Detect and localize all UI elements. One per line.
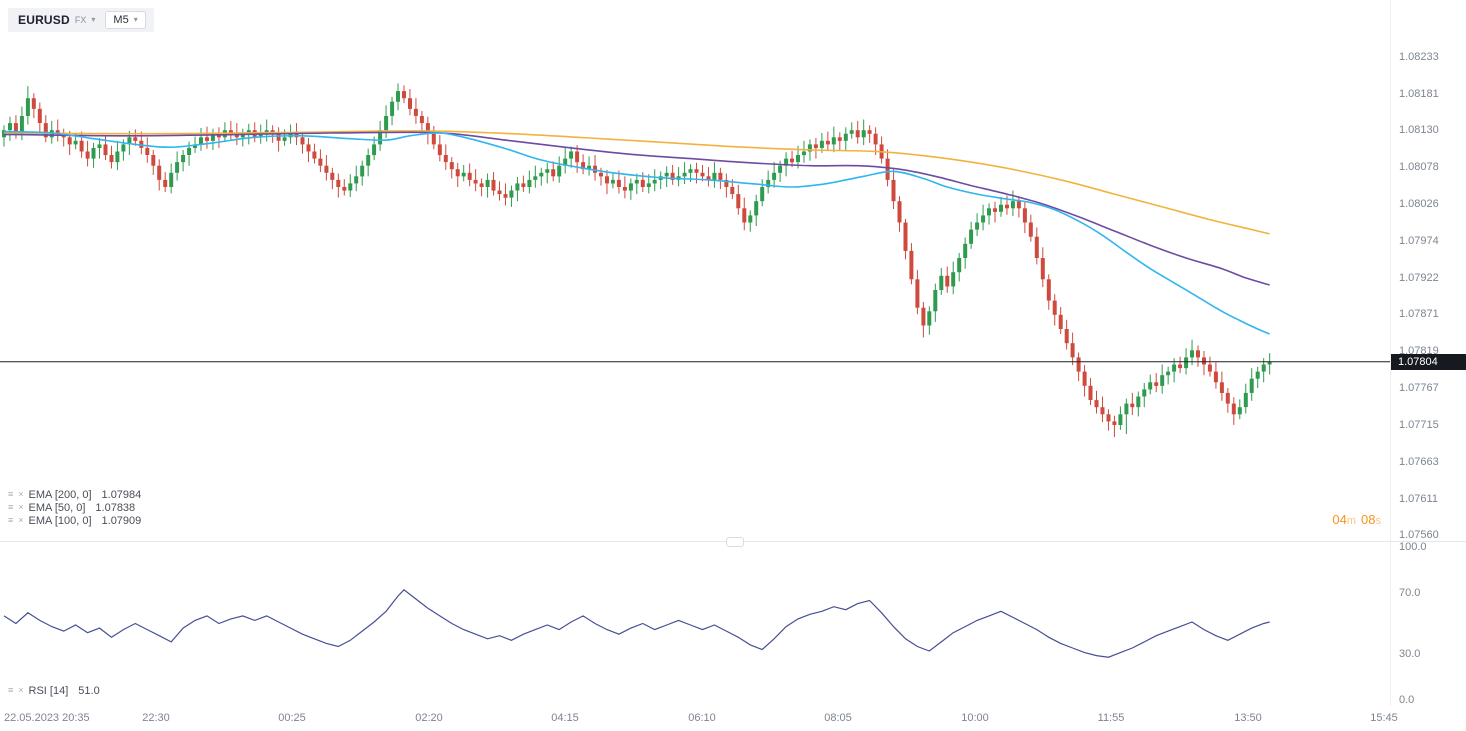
rsi-line [3, 588, 1270, 658]
price-tick-label: 1.07974 [1399, 235, 1439, 247]
time-tick-label: 02:20 [415, 712, 443, 724]
price-tick-label: 1.08078 [1399, 161, 1439, 173]
current-price-badge: 1.07804 [1391, 354, 1466, 370]
price-tick-label: 1.07922 [1399, 272, 1439, 284]
indicator-legend-row: ≡ × RSI [14] 51.0 [8, 684, 100, 697]
timeframe-label: M5 [113, 14, 129, 26]
indicator-legend-row: ≡ × EMA [200, 0] 1.07984 [8, 488, 141, 501]
time-tick-label: 10:00 [961, 712, 989, 724]
indicator-legend-row: ≡ × EMA [50, 0] 1.07838 [8, 501, 141, 514]
time-tick-label: 00:25 [278, 712, 306, 724]
time-tick-label: 13:50 [1234, 712, 1262, 724]
time-tick-label: 08:05 [824, 712, 852, 724]
symbol-label: EURUSD [18, 13, 70, 27]
time-tick-label: 22.05.2023 20:35 [4, 712, 90, 724]
indicator-remove-icon[interactable]: × [18, 515, 24, 525]
chevron-down-icon: ▾ [91, 15, 96, 24]
time-axis[interactable]: 22.05.2023 20:35 22:30 00:25 02:20 04:15 06:1… [0, 706, 1466, 731]
price-tick-label: 1.07871 [1399, 308, 1439, 320]
ema-50-line [3, 130, 1270, 335]
countdown-minutes: 04 [1332, 512, 1347, 527]
indicator-value: 1.07984 [101, 488, 142, 501]
indicator-label: EMA [100, 0] [28, 514, 92, 527]
price-tick-label: 1.07611 [1399, 493, 1438, 505]
rsi-tick-label: 0.0 [1399, 694, 1415, 706]
ema-200-line [3, 130, 1270, 235]
rsi-tick-label: 70.0 [1399, 587, 1421, 599]
candle-countdown: 04m 08s [1332, 512, 1386, 527]
time-tick-label: 11:55 [1097, 712, 1125, 724]
pane-resize-handle[interactable] [726, 537, 744, 547]
symbol-selector[interactable]: EURUSD FX ▾ [18, 13, 95, 27]
indicator-settings-icon[interactable]: ≡ [8, 489, 14, 499]
indicator-value: 1.07838 [95, 501, 136, 514]
countdown-seconds-unit: s [1375, 515, 1382, 527]
timeframe-selector[interactable]: M5 ▾ [105, 11, 146, 29]
price-tick-label: 1.08026 [1399, 198, 1439, 210]
candles-series [2, 83, 1272, 437]
market-label: FX [74, 15, 87, 25]
rsi-tick-label: 30.0 [1399, 648, 1421, 660]
time-tick-label: 15:45 [1370, 712, 1398, 724]
time-tick-label: 04:15 [551, 712, 579, 724]
price-tick-label: 1.07560 [1399, 529, 1439, 541]
indicator-settings-icon[interactable]: ≡ [8, 502, 14, 512]
chart-toolbar: EURUSD FX ▾ M5 ▾ [8, 8, 154, 32]
indicator-remove-icon[interactable]: × [18, 489, 24, 499]
ema-100-line [3, 131, 1270, 286]
time-tick-label: 22:30 [142, 712, 170, 724]
indicator-remove-icon[interactable]: × [18, 502, 24, 512]
price-tick-label: 1.07767 [1399, 382, 1439, 394]
price-tick-label: 1.08233 [1399, 51, 1439, 63]
rsi-legend: ≡ × RSI [14] 51.0 [8, 684, 100, 697]
indicator-label: EMA [50, 0] [28, 501, 86, 514]
indicator-settings-icon[interactable]: ≡ [8, 515, 14, 525]
indicator-value: 51.0 [78, 684, 100, 697]
indicator-legend-row: ≡ × EMA [100, 0] 1.07909 [8, 514, 141, 527]
price-tick-label: 1.08130 [1399, 124, 1439, 136]
countdown-seconds: 08 [1361, 512, 1376, 527]
indicator-remove-icon[interactable]: × [18, 685, 24, 695]
countdown-minutes-unit: m [1346, 515, 1357, 527]
indicator-label: RSI [14] [28, 684, 69, 697]
indicator-legends: ≡ × EMA [200, 0] 1.07984 ≡ × EMA [50, 0] 1.0783… [8, 488, 141, 527]
time-tick-label: 06:10 [688, 712, 716, 724]
chevron-down-icon: ▾ [133, 15, 138, 24]
indicator-label: EMA [200, 0] [28, 488, 92, 501]
indicator-value: 1.07909 [101, 514, 142, 527]
price-tick-label: 1.08181 [1399, 88, 1439, 100]
price-tick-label: 1.07663 [1399, 456, 1439, 468]
price-tick-label: 1.07715 [1399, 419, 1439, 431]
indicator-settings-icon[interactable]: ≡ [8, 685, 14, 695]
rsi-tick-label: 100.0 [1399, 541, 1427, 553]
current-price-value: 1.07804 [1398, 356, 1438, 368]
